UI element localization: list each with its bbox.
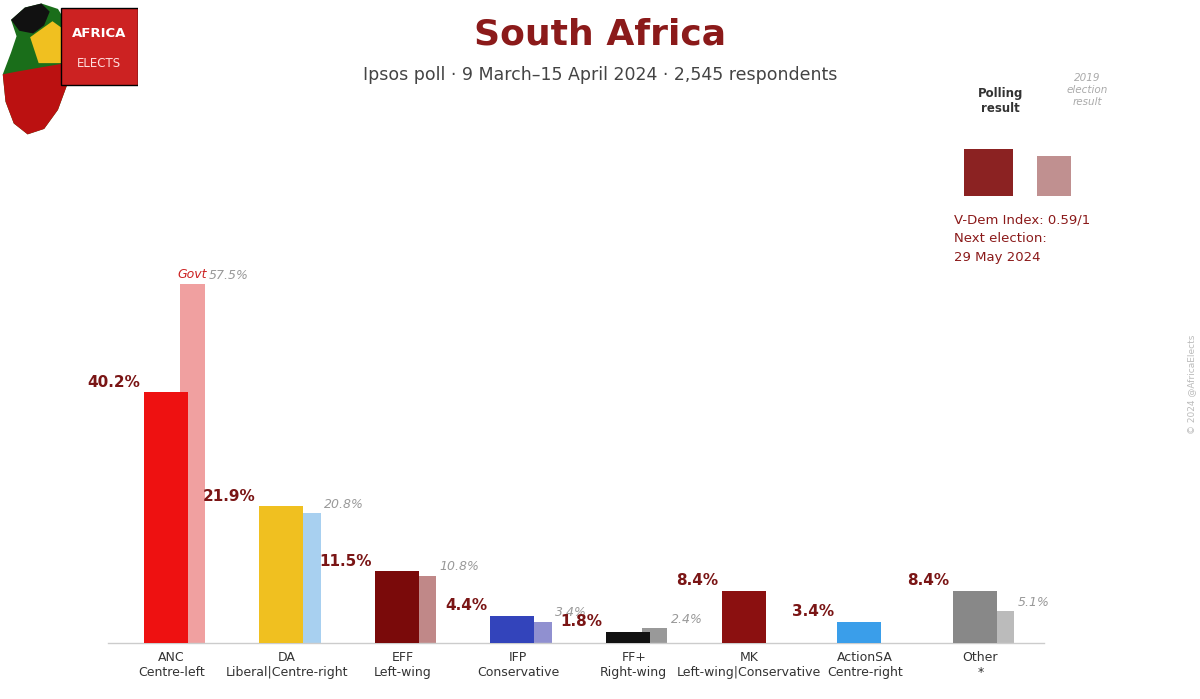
Bar bbox=[721, 591, 766, 643]
FancyBboxPatch shape bbox=[61, 8, 138, 85]
Text: 2019
election
result: 2019 election result bbox=[1067, 73, 1108, 106]
Bar bbox=[259, 507, 304, 643]
Text: 3.4%: 3.4% bbox=[556, 606, 587, 619]
Text: AFRICA: AFRICA bbox=[72, 27, 126, 40]
Bar bbox=[374, 571, 419, 643]
Bar bbox=[989, 611, 1014, 643]
Text: Ipsos poll · 9 March–15 April 2024 · 2,545 respondents: Ipsos poll · 9 March–15 April 2024 · 2,5… bbox=[362, 66, 838, 85]
Text: ELECTS: ELECTS bbox=[77, 57, 121, 70]
Text: 40.2%: 40.2% bbox=[88, 375, 140, 390]
Polygon shape bbox=[2, 3, 70, 134]
Text: 2.4%: 2.4% bbox=[671, 612, 703, 626]
Text: 20.8%: 20.8% bbox=[324, 498, 364, 511]
Bar bbox=[144, 392, 187, 643]
Text: V-Dem Index: 0.59/1
Next election:
29 May 2024: V-Dem Index: 0.59/1 Next election: 29 Ma… bbox=[954, 213, 1091, 264]
Text: 21.9%: 21.9% bbox=[203, 489, 256, 504]
Polygon shape bbox=[11, 3, 49, 34]
Text: Govt: Govt bbox=[178, 268, 208, 281]
Text: 8.4%: 8.4% bbox=[907, 573, 949, 588]
Bar bbox=[527, 622, 552, 643]
Text: 8.4%: 8.4% bbox=[676, 573, 718, 588]
Text: 11.5%: 11.5% bbox=[319, 554, 372, 569]
Text: © 2024 @AfricaElects: © 2024 @AfricaElects bbox=[1187, 335, 1196, 434]
Bar bbox=[1037, 156, 1072, 196]
Bar bbox=[953, 591, 997, 643]
Bar bbox=[491, 616, 534, 643]
Bar bbox=[965, 149, 1013, 196]
Text: 3.4%: 3.4% bbox=[792, 605, 834, 619]
Text: Polling
result: Polling result bbox=[978, 87, 1024, 115]
Bar bbox=[838, 622, 881, 643]
Bar bbox=[295, 513, 320, 643]
Text: 1.8%: 1.8% bbox=[560, 614, 602, 629]
Text: 10.8%: 10.8% bbox=[439, 560, 480, 573]
Text: 4.4%: 4.4% bbox=[445, 598, 487, 613]
Bar bbox=[642, 628, 667, 643]
Bar bbox=[606, 632, 650, 643]
Text: 5.1%: 5.1% bbox=[1018, 596, 1049, 609]
Text: 57.5%: 57.5% bbox=[209, 269, 248, 282]
Polygon shape bbox=[2, 64, 70, 134]
Bar bbox=[410, 576, 436, 643]
Text: South Africa: South Africa bbox=[474, 17, 726, 52]
Bar bbox=[180, 284, 205, 643]
